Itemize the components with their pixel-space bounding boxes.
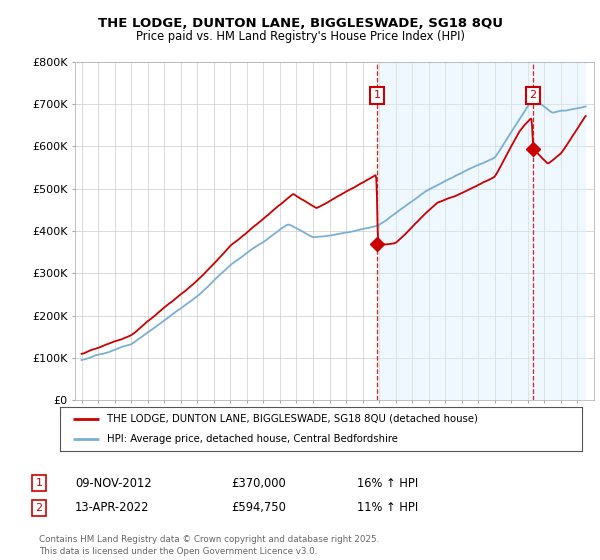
Text: THE LODGE, DUNTON LANE, BIGGLESWADE, SG18 8QU (detached house): THE LODGE, DUNTON LANE, BIGGLESWADE, SG1… [107, 414, 478, 424]
Text: 1: 1 [373, 91, 380, 100]
Text: 16% ↑ HPI: 16% ↑ HPI [357, 477, 418, 490]
Text: 11% ↑ HPI: 11% ↑ HPI [357, 501, 418, 515]
Text: Price paid vs. HM Land Registry's House Price Index (HPI): Price paid vs. HM Land Registry's House … [136, 30, 464, 43]
Text: £370,000: £370,000 [231, 477, 286, 490]
Text: 2: 2 [35, 503, 43, 513]
Text: 2: 2 [529, 91, 536, 100]
Text: Contains HM Land Registry data © Crown copyright and database right 2025.
This d: Contains HM Land Registry data © Crown c… [39, 535, 379, 556]
Text: THE LODGE, DUNTON LANE, BIGGLESWADE, SG18 8QU: THE LODGE, DUNTON LANE, BIGGLESWADE, SG1… [97, 17, 503, 30]
Text: 1: 1 [35, 478, 43, 488]
Text: HPI: Average price, detached house, Central Bedfordshire: HPI: Average price, detached house, Cent… [107, 434, 398, 444]
Text: 09-NOV-2012: 09-NOV-2012 [75, 477, 152, 490]
Text: £594,750: £594,750 [231, 501, 286, 515]
Text: 13-APR-2022: 13-APR-2022 [75, 501, 149, 515]
